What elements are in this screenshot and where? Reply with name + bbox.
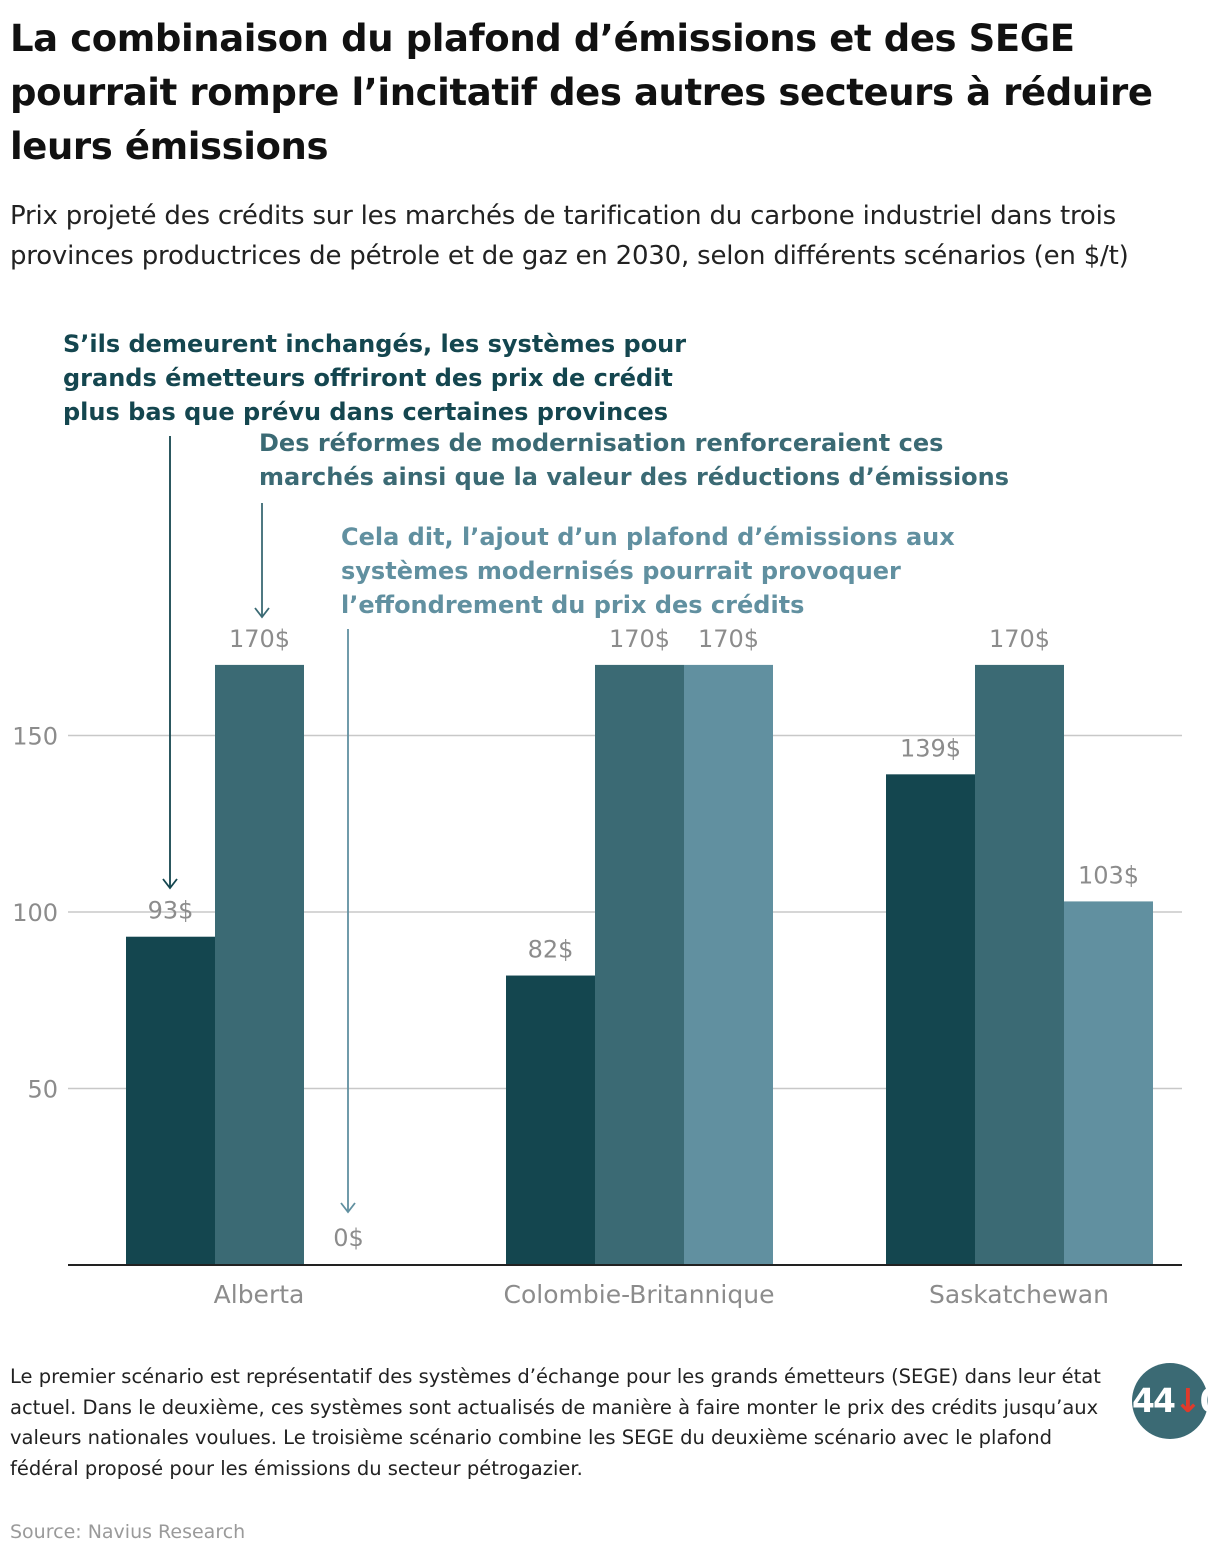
bar-saskatchewan-1 <box>886 774 975 1265</box>
footnote: Le premier scénario est représentatif de… <box>10 1365 1101 1480</box>
annotation-arrowhead-1 <box>162 878 178 890</box>
y-tick-label-150: 150 <box>12 723 58 751</box>
value-label-saskatchewan-3: 103$ <box>1078 861 1139 889</box>
logo-text-end: 0 <box>1199 1381 1220 1420</box>
annotation-arrowhead-3 <box>340 1202 356 1214</box>
value-label-alberta-2: 170$ <box>229 625 290 653</box>
bar-saskatchewan-2 <box>975 664 1064 1265</box>
logo-badge: 44↓0 <box>1132 1363 1220 1439</box>
annotation-3: Cela dit, l’ajout d’un plafond d’émissio… <box>341 523 955 619</box>
annotation-1-line-3: plus bas que prévu dans certaines provin… <box>63 398 668 426</box>
x-category-label-0: Alberta <box>214 1280 305 1309</box>
value-label-colombie-britannique-2: 170$ <box>609 625 670 653</box>
x-category-label-1: Colombie-Britannique <box>504 1280 775 1309</box>
y-axis-ticks: 50 100 150 <box>12 723 58 1104</box>
bar-alberta-1 <box>126 936 215 1265</box>
logo-text: 44 <box>1132 1381 1176 1420</box>
logo-arrow-icon: ↓ <box>1173 1381 1202 1420</box>
value-labels: 93$ 82$ 139$ 170$ 170$ 170$ 0$ 170$ 103$ <box>148 625 1139 1252</box>
annotation-3-line-2: systèmes modernisés pourrait provoquer <box>341 557 901 585</box>
value-label-saskatchewan-1: 139$ <box>900 734 961 762</box>
annotation-arrows <box>162 436 356 1214</box>
value-label-saskatchewan-2: 170$ <box>989 625 1050 653</box>
annotation-1-line-1: S’ils demeurent inchangés, les systèmes … <box>63 330 686 358</box>
annotation-arrowhead-2 <box>254 607 270 619</box>
x-category-label-2: Saskatchewan <box>929 1280 1109 1309</box>
bar-colombie-britannique-3 <box>684 664 773 1265</box>
annotation-3-line-3: l’effondrement du prix des crédits <box>341 591 804 619</box>
bar-colombie-britannique-2 <box>595 664 684 1265</box>
bar-alberta-2 <box>215 664 304 1265</box>
bar-saskatchewan-3 <box>1064 901 1153 1265</box>
annotation-3-line-1: Cela dit, l’ajout d’un plafond d’émissio… <box>341 523 955 551</box>
bar-chart: S’ils demeurent inchangés, les systèmes … <box>12 330 1182 1309</box>
x-axis-labels: Alberta Colombie-Britannique Saskatchewan <box>214 1280 1109 1309</box>
chart-title: La combinaison du plafond d’émissions et… <box>10 17 1153 168</box>
bar-colombie-britannique-1 <box>506 975 595 1265</box>
annotation-2-line-2: marchés ainsi que la valeur des réductio… <box>259 463 1009 491</box>
value-label-alberta-3: 0$ <box>333 1224 364 1252</box>
annotation-1: S’ils demeurent inchangés, les systèmes … <box>63 330 686 426</box>
bars <box>126 664 1153 1265</box>
y-tick-label-100: 100 <box>12 899 58 927</box>
value-label-colombie-britannique-1: 82$ <box>528 936 574 964</box>
annotation-2-line-1: Des réformes de modernisation renforcera… <box>259 429 943 457</box>
y-tick-label-50: 50 <box>27 1076 58 1104</box>
value-label-colombie-britannique-3: 170$ <box>698 625 759 653</box>
chart-subtitle: Prix projeté des crédits sur les marchés… <box>10 201 1129 271</box>
source-note: Source: Navius Research <box>10 1521 246 1543</box>
annotations: S’ils demeurent inchangés, les systèmes … <box>63 330 1009 619</box>
annotation-2: Des réformes de modernisation renforcera… <box>259 429 1009 491</box>
value-label-alberta-1: 93$ <box>148 897 194 925</box>
annotation-1-line-2: grands émetteurs offriront des prix de c… <box>63 364 673 392</box>
